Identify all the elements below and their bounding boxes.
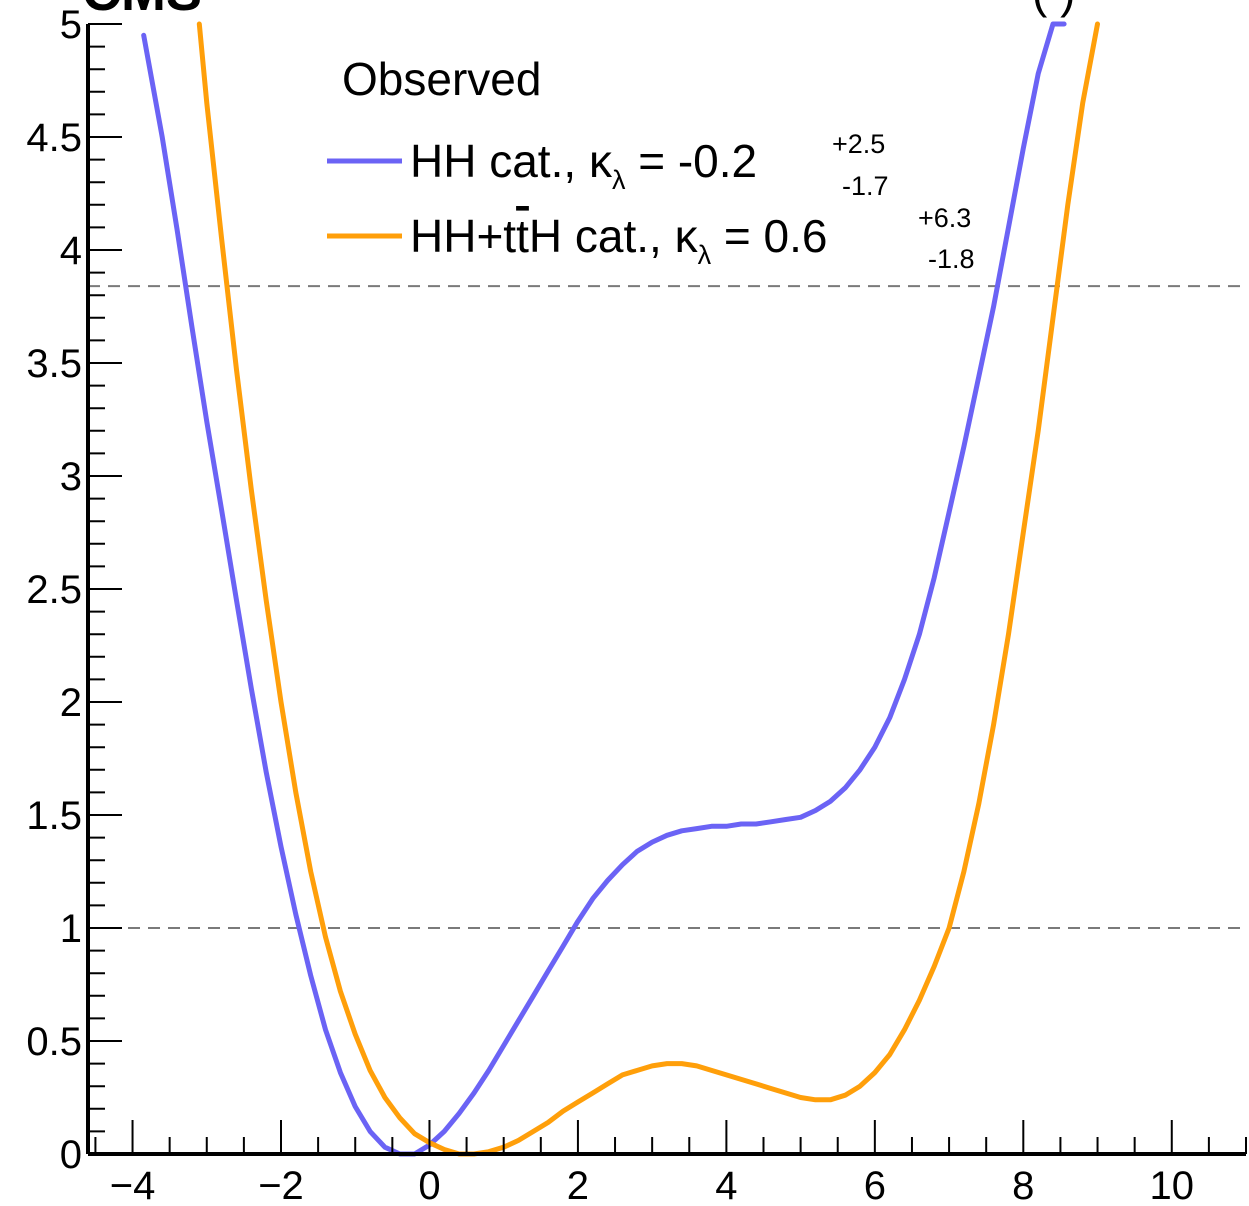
x-tick-label: −4 [110, 1164, 156, 1206]
y-tick-label: 1.5 [26, 794, 82, 838]
x-tick-label: 8 [1012, 1164, 1034, 1206]
y-tick-label: 3 [60, 455, 82, 499]
legend-entry-hh-tth-up: +6.3 [918, 203, 971, 233]
legend-entry-hh: HH cat., κλ = -0.2 [410, 135, 757, 195]
legend-entry-hh-tth-kappa: κ [675, 210, 699, 262]
legend-entry-hh-lambda: λ [612, 165, 626, 195]
y-tick-label: 2.5 [26, 568, 82, 612]
y-tick-label: 3.5 [26, 342, 82, 386]
legend-entry-hh-tth-down: -1.8 [928, 244, 975, 274]
y-tick-label: 5 [60, 3, 82, 47]
legend-entry-hh-up: +2.5 [832, 129, 885, 159]
legend-entry-hh-tth-suffix: H cat., [529, 210, 675, 262]
x-tick-label: 6 [864, 1164, 886, 1206]
legend-entry-hh-tth-value: = 0.6 [711, 210, 827, 262]
x-tick-label: 4 [715, 1164, 737, 1206]
x-tick-label: 0 [418, 1164, 440, 1206]
legend-entry-hh-down: -1.7 [842, 171, 889, 201]
y-tick-label: 0 [60, 1133, 82, 1177]
y-tick-label: 1 [60, 907, 82, 951]
cms-label: CMS [82, 0, 202, 22]
reference-lines [88, 286, 1246, 928]
x-tick-label: 10 [1150, 1164, 1195, 1206]
legend: Observed HH cat., κλ = -0.2 +2.5 -1.7 HH… [327, 53, 975, 274]
x-tick-label: 2 [567, 1164, 589, 1206]
legend-entry-hh-prefix: HH cat., [410, 135, 589, 187]
legend-entry-hh-tth: HH+ttH cat., κλ = 0.6 [410, 210, 827, 270]
legend-entry-hh-tth-tbar: t [516, 210, 529, 262]
header-right-label: ( ) [1032, 0, 1075, 18]
legend-entry-hh-kappa: κ [589, 135, 613, 187]
y-tick-label: 4.5 [26, 116, 82, 160]
legend-entry-hh-tth-lambda: λ [698, 240, 712, 270]
legend-entry-hh-value: = -0.2 [625, 135, 757, 187]
y-tick-label: 2 [60, 681, 82, 725]
legend-entry-hh-tth-prefix: HH+t [410, 210, 516, 262]
x-tick-label: −2 [258, 1164, 304, 1206]
series-line-1 [199, 24, 1097, 1154]
y-tick-label: 0.5 [26, 1020, 82, 1064]
legend-title: Observed [342, 53, 541, 105]
y-tick-label: 4 [60, 229, 82, 273]
